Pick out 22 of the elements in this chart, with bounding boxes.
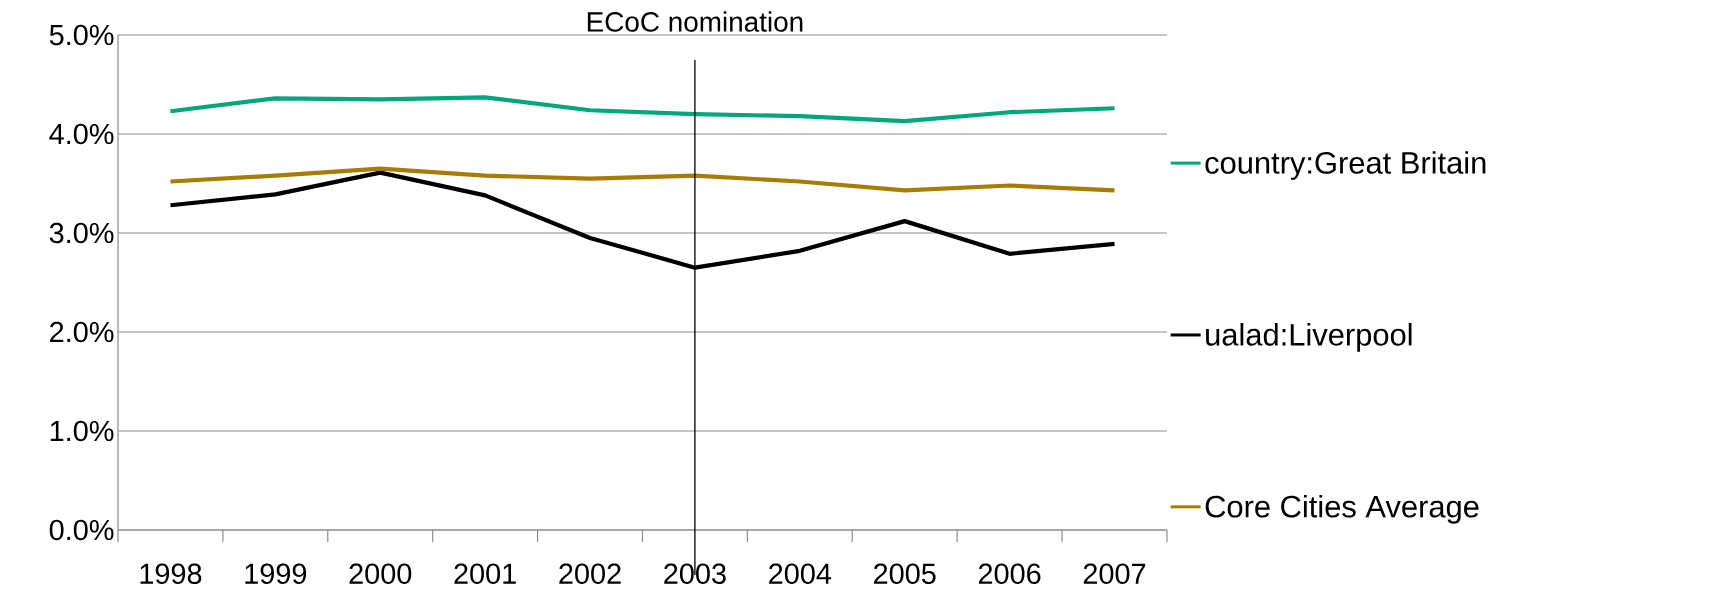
x-tick-label: 1998 [140, 563, 202, 584]
x-tick-label: 2006 [978, 563, 1041, 584]
x-tick-label: 1999 [245, 563, 307, 584]
y-tick-label: 5.0% [49, 24, 114, 46]
legend-label: ualad:Liverpool [1206, 323, 1412, 352]
x-tick-label: 2005 [874, 563, 936, 584]
x-tick-label: 2003 [664, 563, 726, 584]
x-tick-label: 2007 [1083, 563, 1146, 584]
y-tick-label: 2.0% [50, 321, 114, 343]
legend-label: Core Cities Average [1205, 494, 1479, 524]
y-tick-label: 3.0% [49, 222, 114, 244]
line-series [168, 166, 1117, 193]
x-tick-label: 2004 [769, 563, 832, 584]
x-tick-label: 2002 [559, 563, 621, 584]
y-tick-label: 1.0% [50, 420, 114, 442]
y-tick-label: 0.0% [49, 519, 114, 541]
y-tick-label: 4.0% [49, 123, 114, 145]
x-tick-label: 2001 [454, 563, 516, 584]
ref-line-label: ECoC nomination [587, 11, 803, 32]
line-series [168, 95, 1117, 124]
x-tick-label: 2000 [349, 563, 412, 584]
legend-label: country:Great Britain [1205, 151, 1486, 180]
